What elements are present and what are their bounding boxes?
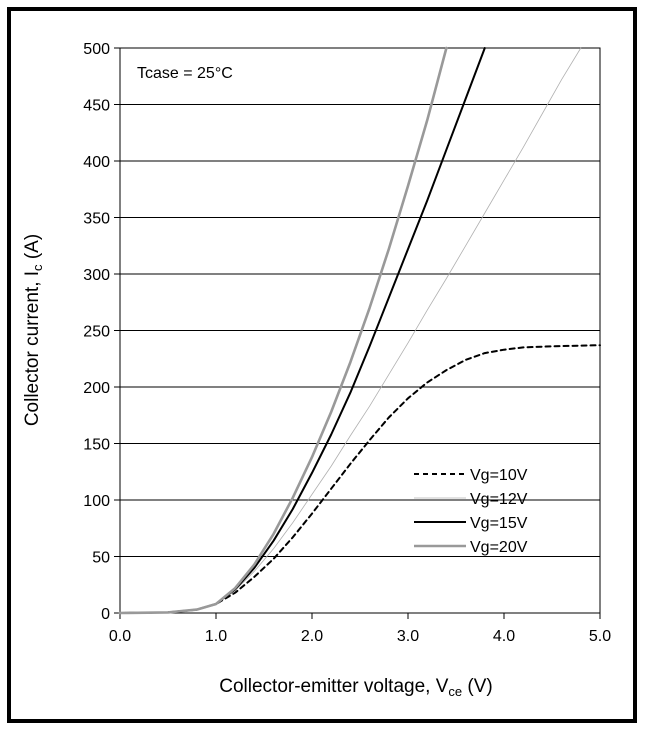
x-tick-label: 3.0 [397, 628, 419, 645]
y-tick-label: 100 [83, 493, 110, 510]
legend-label: Vg=10V [470, 467, 528, 484]
y-axis-title: Collector current, Ic (A) [22, 234, 45, 426]
y-tick-label: 250 [83, 324, 110, 341]
y-tick-label: 350 [83, 211, 110, 228]
y-tick-label: 500 [83, 41, 110, 58]
temperature-annotation: Tcase = 25°C [137, 65, 233, 82]
y-tick-label: 300 [83, 267, 110, 284]
y-tick-label: 200 [83, 380, 110, 397]
y-axis-title-main: Collector current, I [22, 271, 43, 426]
x-tick-label: 5.0 [589, 628, 611, 645]
x-tick-label: 2.0 [301, 628, 323, 645]
y-tick-label: 450 [83, 98, 110, 115]
y-tick-label: 150 [83, 437, 110, 454]
x-axis-title-subscript: ce [448, 684, 462, 699]
y-axis-title-unit: (A) [22, 234, 43, 265]
x-axis-title-main: Collector-emitter voltage, V [219, 676, 448, 697]
legend-label: Vg=15V [470, 515, 528, 532]
legend-label: Vg=20V [470, 539, 528, 556]
y-tick-label: 400 [83, 154, 110, 171]
x-tick-label: 0.0 [109, 628, 131, 645]
x-tick-label: 4.0 [493, 628, 515, 645]
x-axis-title-unit: (V) [462, 676, 493, 697]
y-tick-label: 50 [92, 550, 110, 567]
legend-label: Vg=12V [470, 491, 528, 508]
y-tick-label: 0 [101, 606, 110, 623]
x-tick-label: 1.0 [205, 628, 227, 645]
